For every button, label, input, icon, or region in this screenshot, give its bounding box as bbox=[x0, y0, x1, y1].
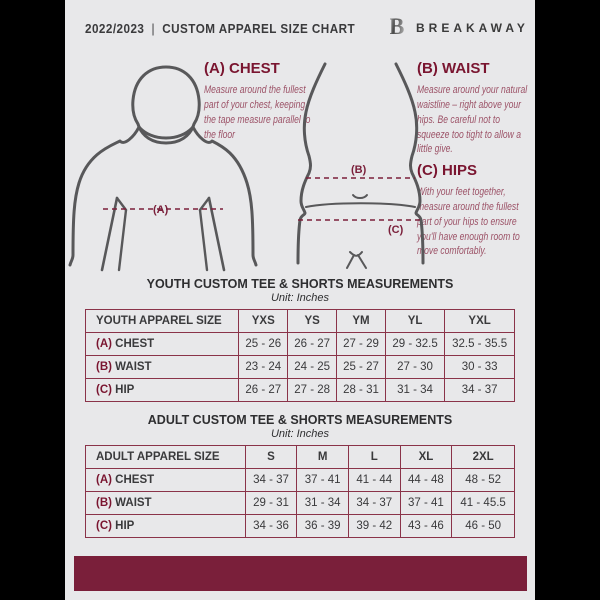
svg-text:(B): (B) bbox=[351, 164, 367, 176]
svg-text:(C): (C) bbox=[388, 224, 404, 236]
